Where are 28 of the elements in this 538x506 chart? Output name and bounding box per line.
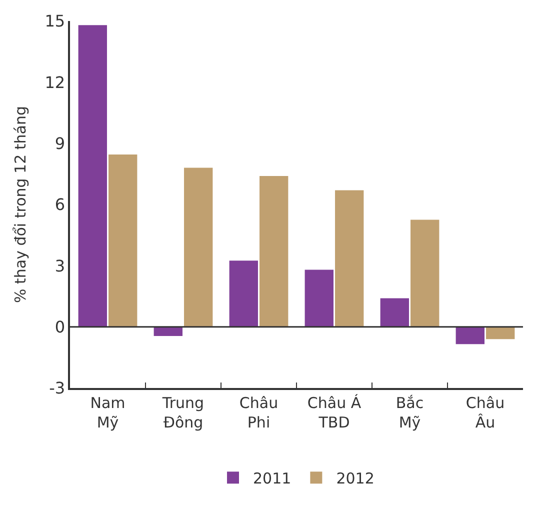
bar [410, 220, 440, 327]
x-tick-label: Bắc Mỹ [396, 394, 424, 432]
y-tick-label: -3 [49, 378, 66, 398]
bar [304, 270, 334, 327]
y-tick-label: 15 [44, 12, 66, 31]
bar [335, 190, 364, 327]
bar [78, 25, 107, 327]
x-tick-label: Châu Á TBD [307, 394, 362, 432]
y-tick-label: 6 [54, 195, 66, 214]
legend-label: 2012 [336, 470, 374, 488]
bar [380, 298, 409, 327]
legend-label: 2011 [253, 470, 292, 488]
y-tick-label: 12 [44, 72, 66, 92]
bar [184, 168, 213, 327]
y-axis-title: % thay đổi trong 12 tháng [11, 106, 30, 304]
bar [229, 260, 258, 327]
bar [154, 326, 182, 336]
bar [486, 326, 515, 340]
y-tick-label: 0 [54, 317, 66, 336]
y-tick-label: 3 [54, 256, 66, 276]
y-tick-label: 9 [54, 134, 66, 153]
x-tick-label: Nam Mỹ [90, 394, 126, 432]
x-tick-label: Châu Âu [466, 394, 505, 432]
bar [260, 176, 288, 327]
x-tick-label: Trung Đông [161, 394, 204, 432]
bar [456, 326, 484, 344]
bar [108, 154, 138, 327]
x-tick-label: Châu Phi [239, 394, 278, 432]
